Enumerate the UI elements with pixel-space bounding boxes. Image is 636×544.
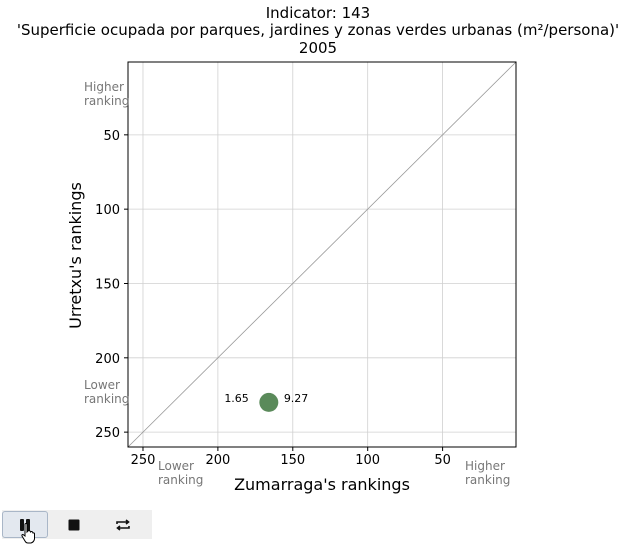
point-x-value-label: 1.65	[224, 392, 249, 405]
x-tick-label: 200	[205, 453, 230, 468]
y-tick-label: 50	[103, 129, 120, 144]
stop-button[interactable]	[51, 511, 97, 538]
chart-title-year: 2005	[298, 39, 338, 57]
y-tick-label: 200	[95, 352, 120, 367]
x-tick-label: 150	[280, 453, 305, 468]
x-axis-label: Zumarraga's rankings	[234, 475, 410, 494]
x-tick-label: 250	[131, 453, 156, 468]
point-y-value-label: 9.27	[284, 392, 309, 405]
repeat-icon	[116, 518, 130, 531]
y-tick-label: 250	[95, 426, 120, 441]
data-point	[259, 392, 279, 412]
y-bottom-ranking-note: Lower ranking	[84, 378, 130, 406]
x-left-ranking-note: Lower ranking	[158, 459, 204, 487]
x-right-ranking-note: Higher ranking	[465, 459, 511, 487]
x-tick-label: 50	[434, 453, 451, 468]
animation-toolbar	[2, 510, 152, 539]
chart-title-indicator: Indicator: 143	[265, 4, 371, 22]
repeat-button[interactable]	[100, 511, 146, 538]
stop-icon	[68, 519, 80, 530]
chart-title-description: 'Superficie ocupada por parques, jardine…	[16, 21, 620, 39]
y-axis-label: Urretxu's rankings	[66, 182, 85, 329]
plot-frame	[127, 61, 517, 448]
hand-cursor-icon	[21, 523, 35, 544]
x-tick-label: 100	[355, 453, 380, 468]
diagonal-line	[127, 61, 517, 448]
y-tick-label: 100	[95, 203, 120, 218]
y-top-ranking-note: Higher ranking	[84, 80, 130, 108]
y-tick-label: 150	[95, 277, 120, 292]
